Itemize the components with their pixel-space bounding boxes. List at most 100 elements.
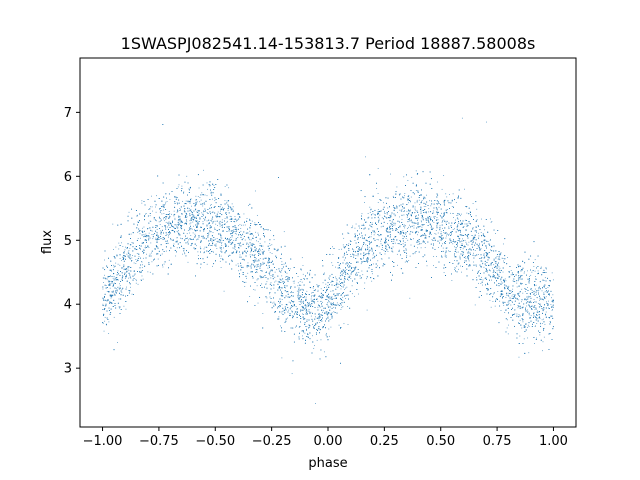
scatter-point (478, 282, 479, 284)
scatter-point (208, 223, 209, 225)
scatter-point (107, 280, 109, 282)
scatter-point (157, 238, 159, 239)
scatter-point (505, 297, 507, 299)
scatter-point (439, 214, 441, 216)
scatter-point (232, 241, 234, 243)
scatter-point (167, 236, 169, 238)
scatter-point (294, 326, 296, 328)
scatter-point (498, 253, 500, 255)
scatter-point (415, 222, 417, 224)
scatter-point (279, 301, 281, 303)
scatter-point (105, 285, 107, 286)
scatter-point (156, 228, 158, 230)
scatter-point (366, 278, 367, 280)
scatter-point (353, 256, 355, 258)
scatter-point (231, 235, 233, 237)
scatter-point (164, 225, 165, 227)
scatter-point (255, 231, 257, 233)
scatter-point (373, 234, 375, 236)
scatter-point (176, 211, 178, 213)
scatter-point (377, 209, 379, 210)
scatter-point (281, 304, 283, 306)
scatter-point (240, 236, 242, 238)
scatter-point (242, 238, 244, 239)
scatter-point (384, 213, 386, 214)
scatter-point (474, 250, 476, 251)
scatter-point (373, 231, 375, 233)
scatter-point (308, 303, 309, 304)
scatter-point (407, 198, 409, 200)
scatter-point (108, 284, 109, 286)
scatter-point (281, 287, 283, 288)
scatter-point (372, 254, 374, 256)
scatter-point (428, 211, 430, 213)
scatter-point (396, 186, 398, 188)
scatter-point (231, 208, 233, 210)
scatter-point (131, 242, 133, 243)
scatter-point (292, 302, 294, 304)
scatter-point (490, 262, 492, 264)
scatter-point (417, 244, 419, 245)
scatter-point (143, 253, 144, 254)
scatter-point (407, 239, 409, 241)
scatter-point (523, 338, 525, 340)
scatter-point (233, 240, 235, 241)
scatter-point (536, 311, 538, 313)
scatter-point (522, 292, 524, 294)
scatter-point (372, 213, 374, 215)
scatter-point (241, 259, 243, 260)
scatter-point (516, 313, 518, 315)
scatter-point (486, 121, 487, 123)
scatter-point (493, 264, 495, 266)
scatter-point (159, 220, 161, 222)
scatter-point (478, 232, 480, 234)
scatter-point (536, 308, 537, 310)
scatter-point (177, 231, 179, 233)
scatter-point (373, 214, 375, 216)
scatter-point (526, 299, 527, 301)
scatter-point (539, 286, 540, 288)
scatter-point (536, 297, 538, 299)
scatter-point (242, 233, 244, 235)
scatter-point (161, 226, 163, 228)
scatter-point (169, 213, 171, 214)
scatter-point (104, 316, 106, 318)
scatter-point (285, 276, 286, 278)
scatter-point (114, 282, 115, 284)
scatter-point (336, 297, 337, 299)
scatter-point (361, 247, 363, 249)
scatter-point (374, 232, 376, 234)
scatter-point (313, 326, 315, 327)
scatter-point (333, 293, 334, 295)
scatter-point (336, 302, 338, 304)
scatter-point (540, 323, 541, 325)
scatter-point (191, 219, 193, 220)
scatter-point (328, 328, 330, 330)
scatter-point (202, 221, 204, 223)
scatter-point (177, 220, 179, 222)
scatter-point (494, 261, 496, 263)
scatter-point (230, 238, 232, 240)
scatter-point (524, 291, 526, 292)
scatter-point (543, 336, 545, 338)
scatter-point (280, 300, 282, 302)
scatter-point (368, 246, 370, 248)
scatter-point (249, 254, 251, 256)
scatter-point (528, 297, 530, 299)
scatter-point (510, 270, 512, 271)
scatter-point (147, 235, 148, 237)
scatter-point (217, 211, 219, 213)
scatter-point (403, 214, 405, 216)
scatter-point (235, 231, 237, 233)
scatter-point (168, 211, 170, 212)
scatter-point (464, 219, 466, 221)
scatter-point (253, 235, 254, 237)
scatter-point (286, 272, 288, 274)
scatter-point (305, 275, 306, 277)
scatter-point (335, 305, 337, 307)
scatter-point (546, 268, 547, 270)
scatter-point (332, 264, 334, 266)
scatter-point (390, 224, 392, 226)
scatter-point (291, 310, 293, 312)
scatter-point (389, 247, 391, 249)
